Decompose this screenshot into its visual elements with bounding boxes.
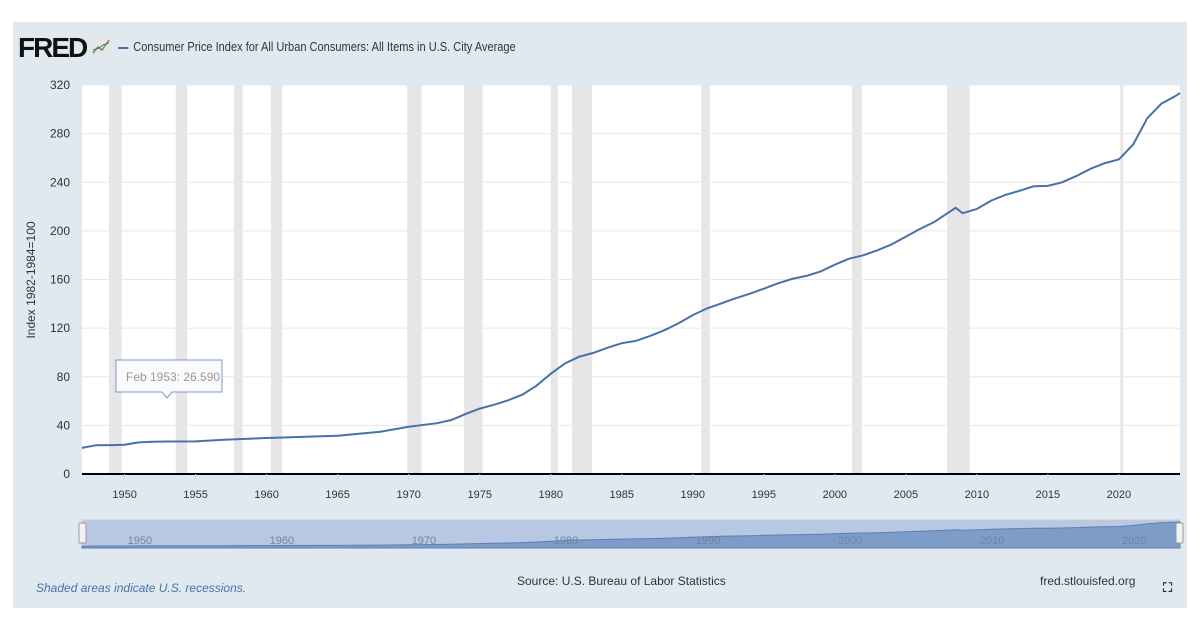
navigator-handle[interactable] xyxy=(1175,522,1184,544)
fullscreen-icon[interactable]: ⛶ xyxy=(1163,580,1173,595)
x-tick-label: 1995 xyxy=(752,489,776,501)
cpi-series-line xyxy=(81,92,1181,449)
navigator-tick-label: 2000 xyxy=(838,535,862,547)
y-tick-label: 120 xyxy=(50,321,70,335)
x-tick-label: 1950 xyxy=(112,489,136,501)
x-tick-label: 1970 xyxy=(396,489,420,501)
x-tick-label: 2005 xyxy=(894,489,918,501)
navigator-series xyxy=(81,521,1181,549)
navigator-tick-label: 1990 xyxy=(696,535,720,547)
x-tick-label: 1960 xyxy=(254,489,278,501)
navigator-tick-label: 2020 xyxy=(1122,535,1146,547)
y-tick-label: 280 xyxy=(50,127,70,141)
y-tick-label: 240 xyxy=(50,175,70,189)
series-title[interactable]: Consumer Price Index for All Urban Consu… xyxy=(118,39,515,54)
tooltip-text: Feb 1953: 26.590 xyxy=(126,370,220,384)
x-tick-label: 2020 xyxy=(1107,489,1131,501)
navigator-tick-label: 1980 xyxy=(554,535,578,547)
x-tick-label: 1990 xyxy=(681,489,705,501)
y-tick-label: 320 xyxy=(50,78,70,92)
x-tick-label: 1975 xyxy=(467,489,491,501)
navigator-tick-label: 1970 xyxy=(412,535,436,547)
x-tick-label: 1980 xyxy=(539,489,563,501)
tooltip-box xyxy=(115,359,223,399)
x-tick-label: 2015 xyxy=(1036,489,1060,501)
x-tick-label: 1955 xyxy=(183,489,207,501)
y-axis-label: Index 1982-1984=100 xyxy=(24,221,38,338)
y-tick-label: 40 xyxy=(57,418,71,432)
fred-logo[interactable]: FRED xyxy=(18,32,88,63)
y-tick-label: 0 xyxy=(63,467,70,481)
navigator-handle[interactable] xyxy=(78,522,87,544)
x-tick-label: 2000 xyxy=(823,489,847,501)
x-tick-label: 1965 xyxy=(325,489,349,501)
x-tick-label: 2010 xyxy=(965,489,989,501)
navigator-tick-label: 1950 xyxy=(128,535,152,547)
navigator-tick-label: 2010 xyxy=(980,535,1004,547)
y-tick-label: 80 xyxy=(57,370,71,384)
site-link[interactable]: fred.stlouisfed.org xyxy=(1040,574,1136,588)
chart-logo-icon xyxy=(91,36,111,56)
y-tick-label: 200 xyxy=(50,224,70,238)
x-tick-label: 1985 xyxy=(610,489,634,501)
source-text: Source: U.S. Bureau of Labor Statistics xyxy=(517,574,726,588)
recession-note: Shaded areas indicate U.S. recessions. xyxy=(36,581,247,595)
y-tick-label: 160 xyxy=(50,273,70,287)
navigator-tick-label: 1960 xyxy=(270,535,294,547)
